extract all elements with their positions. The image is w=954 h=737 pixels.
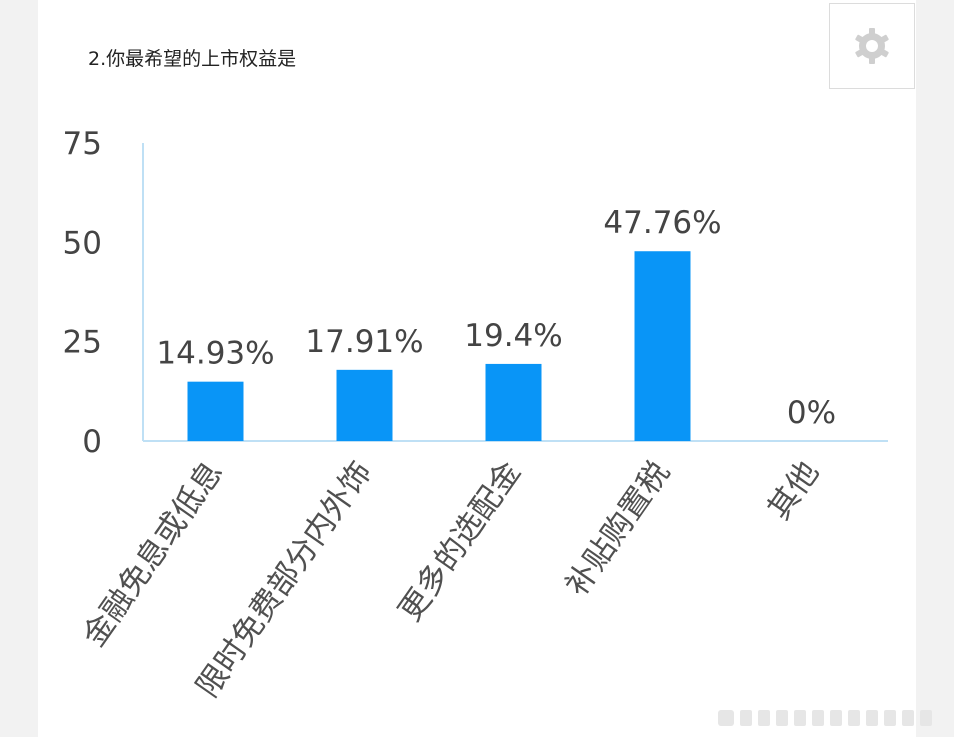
watermark-logo (718, 710, 932, 726)
chart-title: 2.你最希望的上市权益是 (88, 48, 297, 70)
y-tick-label: 0 (82, 424, 102, 460)
gear-icon (855, 28, 889, 64)
bar (634, 251, 691, 441)
bar (485, 363, 542, 441)
y-tick-label: 50 (63, 225, 102, 261)
chart-card (38, 0, 916, 737)
x-tick-label: 其他 (761, 455, 826, 526)
data-label: 19.4% (464, 318, 562, 354)
data-label: 47.76% (603, 205, 721, 241)
settings-button[interactable] (829, 3, 915, 89)
bar (336, 369, 393, 441)
x-tick-label: 更多的选配金 (392, 455, 528, 628)
y-tick-label: 75 (63, 126, 102, 162)
x-tick-label: 补贴购置税 (559, 455, 677, 603)
data-label: 14.93% (156, 336, 274, 372)
x-tick-label: 金融免息或低息 (76, 455, 230, 653)
data-label: 17.91% (305, 324, 423, 360)
data-label: 0% (787, 395, 836, 431)
bar (187, 381, 244, 441)
y-tick-label: 25 (63, 325, 102, 361)
